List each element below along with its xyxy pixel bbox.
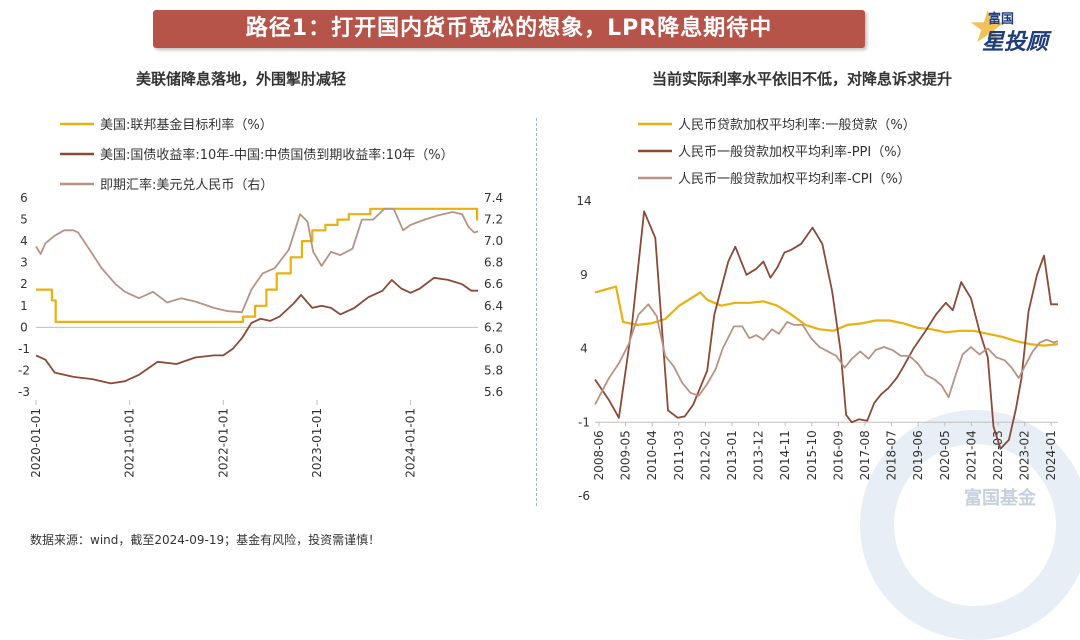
legend-label-1: 美国:国债收益率:10年-中国:中债国债到期收益率:10年（%） [100,147,454,163]
y-tick-left: 0 [20,320,28,334]
x-tick-label: 2020-05 [938,430,952,480]
x-tick-label: 2024-01 [1044,430,1058,480]
x-tick-label: 2010-04 [645,430,659,480]
series-line-1 [35,276,478,385]
right-chart-title: 当前实际利率水平依旧不低，对降息诉求提升 [652,70,953,88]
y-tick: -6 [578,489,590,503]
y-tick-right: 5.8 [484,363,503,377]
x-tick-label: 2021-01-01 [123,408,137,478]
x-tick-label: 2013-12 [752,430,766,480]
y-tick-right: 5.6 [484,385,503,399]
watermark-text: 富国基金 [964,488,1036,509]
y-tick-right: 7.4 [484,191,503,205]
y-tick-right: 6.8 [484,256,503,270]
legend-label-0: 美国:联邦基金目标利率（%） [100,117,273,133]
y-tick-right: 6.2 [484,320,503,334]
x-tick-label: 2014-11 [778,430,792,480]
legend-label-2: 即期汇率:美元兑人民币（右） [100,177,273,193]
series-line-1 [594,210,1058,450]
legend-label-0: 人民币贷款加权平均利率:一般贷款（%） [678,117,916,133]
y-tick-left: 5 [20,213,28,227]
y-tick: 14 [576,194,591,208]
y-tick-right: 6.6 [484,277,503,291]
y-tick-right: 6.0 [484,342,503,356]
page-title: 路径1：打开国内货币宽松的想象，LPR降息期待中 [153,10,865,48]
y-tick-left: -3 [18,385,30,399]
y-tick: 9 [580,268,588,282]
x-tick-label: 2017-08 [858,430,872,480]
logo-top-text: 富国 [988,12,1015,27]
x-tick-label: 2022-01-01 [216,408,230,478]
series-line-0 [36,207,479,323]
y-tick-left: 6 [20,191,28,205]
left-chart-title: 美联储降息落地，外围掣肘减轻 [136,70,347,88]
x-tick-label: 2023-02 [1018,430,1032,480]
y-tick-left: 4 [20,234,28,248]
legend-label-1: 人民币一般贷款加权平均利率-PPI（%） [678,144,910,160]
x-tick-label: 2019-06 [911,430,925,480]
series-line-0 [594,285,1059,347]
series-line-2 [594,303,1059,406]
x-tick-label: 2011-03 [672,430,686,480]
right-chart: 人民币贷款加权平均利率:一般贷款（%） 人民币一般贷款加权平均利率-PPI（%） 人… [576,117,1059,503]
x-tick-label: 2009-05 [619,430,633,480]
y-tick-left: -1 [18,342,30,356]
x-tick-label: 2024-01-01 [404,408,418,478]
x-tick-label: 2022-03 [991,430,1005,480]
y-tick-left: 1 [20,299,28,313]
x-tick-label: 2008-06 [592,430,606,480]
x-tick-label: 2012-02 [698,430,712,480]
legend-label-2: 人民币一般贷款加权平均利率-CPI（%） [678,171,911,187]
y-tick-right: 6.4 [484,299,503,313]
y-tick: 4 [580,342,588,356]
y-tick-right: 7.0 [484,234,503,248]
y-tick-left: 3 [20,256,28,270]
logo-main-text: 星投顾 [982,30,1049,55]
x-tick-label: 2015-10 [805,430,819,480]
y-tick: -1 [578,415,590,429]
x-tick-label: 2018-07 [885,430,899,480]
series-line-2 [35,207,479,314]
x-tick-label: 2016-09 [831,430,845,480]
y-tick-left: 2 [20,277,28,291]
brand-logo: ★ 富国 星投顾 [968,4,1074,56]
data-source-note: 数据来源：wind，截至2024-09-19；基金有风险，投资需谨慎！ [30,533,381,547]
x-tick-label: 2023-01-01 [310,408,324,478]
x-tick-label: 2020-01-01 [29,408,43,478]
x-tick-label: 2021-04 [964,430,978,480]
left-chart: 美国:联邦基金目标利率（%） 美国:国债收益率:10年-中国:中债国债到期收益率:… [18,117,503,478]
x-tick-label: 2013-01 [725,430,739,480]
y-tick-right: 7.2 [484,213,503,227]
star-icon: ★ [968,2,1008,53]
chart-divider [536,118,537,506]
y-tick-left: -2 [18,363,30,377]
